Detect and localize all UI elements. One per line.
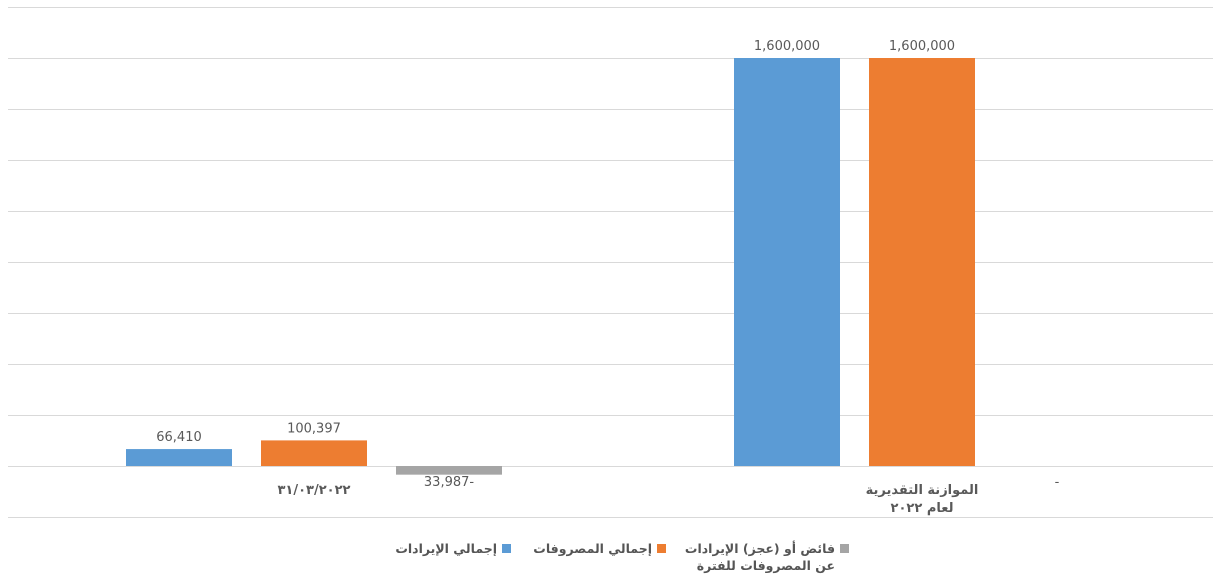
legend-label-revenue: إجمالي الإيرادات [395, 541, 497, 556]
legend-item-revenue: إجمالي الإيرادات [395, 540, 511, 557]
data-label-series-2-cat-0: 33,987- [424, 475, 474, 490]
bar-series-2-cat-0 [396, 466, 502, 475]
category-label-1-line-0: الموازنة التقديرية [866, 483, 979, 498]
bar-series-1-cat-0 [261, 440, 367, 466]
data-label-series-0-cat-0: 66,410 [156, 430, 202, 445]
data-label-series-0-cat-1: 1,600,000 [754, 39, 820, 54]
legend-label-surplus-line-2: عن المصروفات للفترة [696, 558, 835, 573]
bars [126, 58, 975, 475]
category-label-1-line-1: لعام ٢٠٢٢ [891, 501, 954, 516]
data-label-series-1-cat-1: 1,600,000 [889, 39, 955, 54]
category-label-0-line-0: ٣١/٠٣/٢٠٢٢ [278, 483, 351, 498]
legend-item-expenses: إجمالي المصروفات [533, 540, 666, 557]
bar-series-0-cat-1 [734, 58, 840, 466]
legend-swatch-revenue [502, 544, 511, 553]
bar-series-0-cat-0 [126, 449, 232, 466]
legend-swatch-expenses [657, 544, 666, 553]
legend-label-surplus-line-1: فائض أو (عجز) الإيرادات [684, 541, 835, 556]
data-label-series-1-cat-0: 100,397 [287, 421, 341, 436]
legend: إجمالي الإيرادات إجمالي المصروفات فائض أ… [0, 540, 1221, 580]
category-labels: ٣١/٠٣/٢٠٢٢ الموازنة التقديرية لعام ٢٠٢٢ [278, 483, 979, 516]
legend-label-expenses: إجمالي المصروفات [533, 541, 652, 556]
data-label-series-2-cat-1: - [1055, 475, 1060, 490]
legend-label-surplus: فائض أو (عجز) الإيرادات عن المصروفات للف… [685, 540, 835, 574]
legend-swatch-surplus [840, 544, 849, 553]
bar-series-1-cat-1 [869, 58, 975, 466]
gridlines [8, 7, 1213, 518]
data-labels: 66,410 1,600,000 100,397 1,600,000 33,987- - [156, 39, 1059, 490]
legend-item-surplus: فائض أو (عجز) الإيرادات عن المصروفات للف… [685, 540, 849, 574]
